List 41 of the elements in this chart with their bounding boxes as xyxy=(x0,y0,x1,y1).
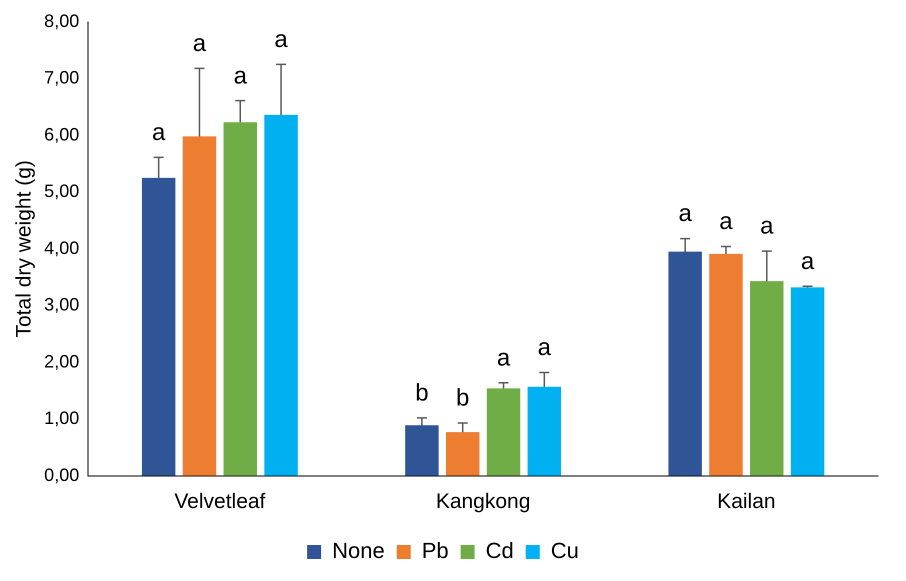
legend-label: Pb xyxy=(422,538,449,564)
x-tick-label: Kailan xyxy=(717,490,776,514)
legend-label: None xyxy=(332,538,385,564)
annotation: a xyxy=(152,119,166,146)
bar xyxy=(709,254,743,476)
bar xyxy=(528,386,562,476)
y-tick-label: 7,00 xyxy=(44,68,80,88)
y-tick-label: 5,00 xyxy=(44,181,80,202)
annotation: a xyxy=(538,334,552,362)
annotation: a xyxy=(496,344,511,372)
legend-label: Cd xyxy=(486,538,514,564)
bar xyxy=(182,136,216,476)
annotation: a xyxy=(678,200,692,228)
y-tick-label: 4,00 xyxy=(44,238,80,258)
bar xyxy=(142,178,176,476)
bar xyxy=(224,122,257,476)
legend-label: Cu xyxy=(550,538,579,564)
bar xyxy=(668,252,702,476)
annotation: a xyxy=(234,62,248,90)
bar xyxy=(264,114,298,476)
annotation: a xyxy=(760,212,774,240)
y-tick-label: 1,00 xyxy=(44,408,80,428)
annotation: a xyxy=(274,26,288,53)
bar xyxy=(750,281,784,476)
bar xyxy=(405,425,439,476)
annotation: a xyxy=(800,248,815,275)
annotation: a xyxy=(719,208,734,236)
y-tick-label: 3,00 xyxy=(44,294,80,315)
bar xyxy=(790,287,824,476)
annotation: b xyxy=(456,384,470,412)
y-axis-title: Total dry weight (g) xyxy=(12,160,36,338)
y-tick-label: 0,00 xyxy=(44,464,80,485)
y-tick-label: 8,00 xyxy=(44,10,80,31)
x-tick-label: Kangkong xyxy=(436,490,530,514)
y-tick-label: 2,00 xyxy=(44,351,80,372)
bar xyxy=(446,432,480,476)
annotation: a xyxy=(192,30,207,57)
y-tick-label: 6,00 xyxy=(44,124,80,144)
bar xyxy=(486,388,520,476)
annotation: b xyxy=(415,380,429,407)
x-tick-label: Velvetleaf xyxy=(174,490,266,514)
